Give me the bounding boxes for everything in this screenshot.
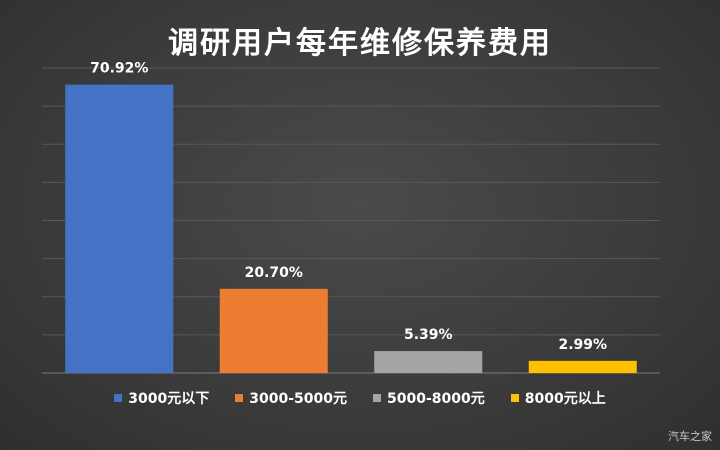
- legend-item-2: 3000-5000元: [235, 388, 347, 408]
- legend-swatch-4: [510, 394, 519, 402]
- data-label-4: 2.99%: [558, 337, 607, 353]
- data-label-1: 70.92%: [90, 61, 148, 77]
- data-label-2: 20.70%: [245, 265, 303, 281]
- bar-1: [65, 84, 174, 373]
- chart-title: 调研用户每年维修保养费用: [168, 26, 552, 61]
- legend-item-4: 8000元以上: [510, 388, 606, 408]
- legend-item-3: 5000-8000元: [373, 388, 485, 408]
- bar-2: [219, 288, 328, 373]
- legend-item-1: 3000元以下: [114, 388, 209, 408]
- data-label-3: 5.39%: [404, 327, 453, 343]
- chart-legend: 3000元以下 3000-5000元 5000-8000元 8000元以上: [0, 388, 720, 408]
- legend-swatch-1: [114, 394, 123, 402]
- legend-label-4: 8000元以上: [524, 391, 606, 407]
- legend-label-1: 3000元以下: [128, 391, 210, 407]
- watermark-text: 汽车之家: [668, 430, 712, 443]
- legend-swatch-3: [373, 394, 381, 402]
- legend-swatch-2: [235, 394, 244, 402]
- legend-label-2: 3000-5000元: [249, 391, 347, 407]
- bar-3: [374, 351, 483, 373]
- legend-label-3: 5000-8000元: [387, 391, 485, 407]
- bar-4: [528, 360, 637, 373]
